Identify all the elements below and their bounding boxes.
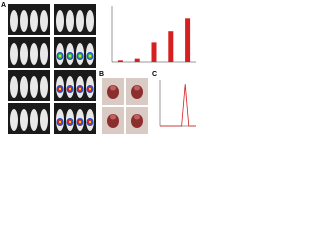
mouse xyxy=(30,43,38,65)
mouse xyxy=(40,10,48,32)
mouse xyxy=(20,43,28,65)
bar xyxy=(117,60,123,62)
mouse xyxy=(10,76,18,98)
panel-label: B xyxy=(99,71,104,78)
mouse xyxy=(40,109,48,131)
signal xyxy=(89,87,91,91)
panel-label: A xyxy=(1,2,6,9)
mouse xyxy=(10,109,18,131)
signal xyxy=(79,87,81,91)
mouse xyxy=(10,10,18,32)
signal xyxy=(69,54,71,58)
organ xyxy=(107,85,119,99)
signal xyxy=(79,120,81,124)
organ xyxy=(110,85,116,91)
organ xyxy=(134,114,140,120)
organ xyxy=(107,114,119,128)
bar xyxy=(134,58,140,62)
mouse xyxy=(40,43,48,65)
signal xyxy=(59,120,61,124)
mouse xyxy=(86,10,94,32)
organ xyxy=(131,85,143,99)
bar xyxy=(151,42,157,62)
signal xyxy=(89,120,91,124)
signal xyxy=(79,54,81,58)
bar xyxy=(168,31,174,62)
signal xyxy=(59,87,61,91)
mouse xyxy=(10,43,18,65)
organ xyxy=(131,114,143,128)
mouse xyxy=(40,76,48,98)
signal xyxy=(59,54,61,58)
figure: A B C xyxy=(1,2,196,134)
organ xyxy=(134,85,140,91)
signal xyxy=(89,54,91,58)
panel-label: C xyxy=(152,71,157,78)
bar xyxy=(185,18,191,62)
mouse xyxy=(30,10,38,32)
mouse xyxy=(20,10,28,32)
mouse xyxy=(66,10,74,32)
mouse xyxy=(56,10,64,32)
mouse xyxy=(30,76,38,98)
mouse xyxy=(76,10,84,32)
mouse xyxy=(20,76,28,98)
signal xyxy=(69,120,71,124)
line xyxy=(160,84,196,127)
mouse xyxy=(30,109,38,131)
mouse xyxy=(20,109,28,131)
organ xyxy=(110,114,116,120)
signal xyxy=(69,87,71,91)
